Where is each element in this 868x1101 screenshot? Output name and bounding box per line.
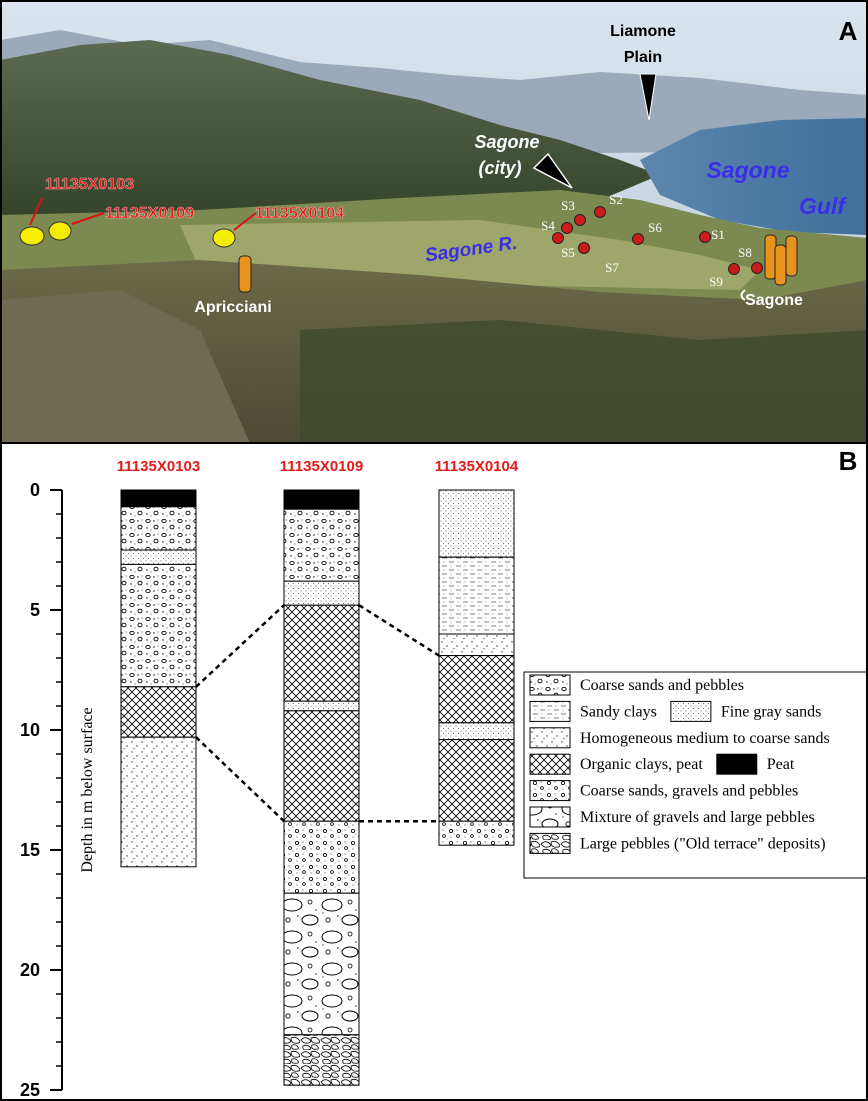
layer: [438, 556, 515, 635]
station-marker: [552, 232, 564, 244]
borehole-name: 11135X0104: [435, 458, 519, 475]
place-label: Liamone: [610, 23, 676, 40]
station-label: S1: [711, 227, 725, 242]
layer: [438, 722, 515, 741]
correlation-line: [195, 736, 285, 823]
correlation-line: [195, 604, 285, 688]
layer: [438, 633, 515, 657]
legend-label: Sandy clays: [580, 703, 657, 720]
station-marker: [751, 262, 763, 274]
place-label: Gulf: [799, 193, 847, 219]
layer: [283, 580, 360, 606]
station-marker: [561, 222, 573, 234]
legend-swatch: [670, 700, 712, 722]
panel-label: A: [839, 16, 858, 46]
layer: [438, 489, 515, 558]
layer: [283, 1034, 360, 1086]
station-label: S6: [648, 220, 662, 235]
legend-swatch: [529, 832, 571, 854]
place-label: Apricciani: [194, 299, 271, 316]
tick-label: 10: [20, 720, 40, 740]
legend-swatch: [529, 727, 571, 749]
legend-swatch: [529, 780, 571, 802]
tick-label: 5: [30, 600, 40, 620]
layer: [438, 655, 515, 724]
layer: [120, 686, 197, 738]
layer: [120, 736, 197, 868]
borehole-name: 11135X0103: [117, 458, 200, 475]
tick-label: 20: [20, 960, 40, 980]
legend-label: Mixture of gravels and large pebbles: [580, 809, 815, 826]
axis-label: Depth in m below surface: [79, 707, 96, 872]
legend-label: Coarse sands, gravels and pebbles: [580, 783, 798, 800]
legend-swatch: [529, 806, 571, 828]
place-label: (city): [478, 158, 521, 178]
layer: [283, 604, 360, 702]
layer: [283, 892, 360, 1036]
legend-label: Large pebbles ("Old terrace" deposits): [580, 835, 826, 852]
legend-label: Homogeneous medium to coarse sands: [580, 730, 830, 747]
well-label: 11135X0104: [255, 205, 344, 222]
layer: [120, 506, 197, 551]
station-label: S2: [609, 192, 623, 207]
station-label: S8: [738, 245, 752, 260]
tick-label: 0: [30, 480, 40, 500]
layer: [283, 700, 360, 712]
photo: [0, 0, 868, 443]
layer: [283, 710, 360, 822]
correlation-line: [358, 604, 440, 657]
station-marker: [699, 231, 711, 243]
well-label: 11135X0103: [45, 176, 134, 193]
legend-swatch: [716, 753, 758, 775]
place-label: Sagone: [706, 157, 789, 183]
layer: [120, 549, 197, 565]
legend-label: Coarse sands and pebbles: [580, 677, 744, 694]
station-marker: [594, 206, 606, 218]
pointer: [740, 289, 746, 301]
legend-label: Organic clays, peat: [580, 756, 703, 773]
layer: [283, 508, 360, 582]
legend-swatch: [529, 753, 571, 775]
arrow: [532, 152, 573, 189]
legend-swatch: [529, 674, 571, 696]
legend-swatch: [529, 700, 571, 722]
well-label: 11135X0109: [105, 205, 194, 222]
legend-label: Fine gray sands: [721, 703, 821, 720]
well-markers: [19, 197, 798, 293]
station-marker: [578, 242, 590, 254]
layer: [120, 489, 197, 508]
station-marker: [574, 214, 586, 226]
layer: [283, 820, 360, 894]
borehole-name: 11135X0109: [280, 458, 363, 475]
station-label: S5: [561, 245, 575, 260]
station-label: S7: [605, 260, 619, 275]
station-label: S9: [709, 274, 723, 289]
station-marker: [728, 263, 740, 275]
tick-label: 25: [20, 1080, 40, 1100]
place-label: Plain: [624, 49, 662, 66]
layer: [438, 820, 515, 846]
legend-label: Peat: [767, 756, 795, 773]
place-label: Sagone: [474, 132, 539, 152]
station-marker: [632, 233, 644, 245]
arrow: [639, 73, 657, 121]
panel-label: B: [839, 446, 858, 476]
station-label: S3: [561, 198, 575, 213]
layer: [283, 489, 360, 510]
layer: [438, 739, 515, 822]
tick-label: 15: [20, 840, 40, 860]
station-label: S4: [541, 218, 555, 233]
layer: [120, 563, 197, 688]
place-label: Sagone: [745, 292, 803, 309]
